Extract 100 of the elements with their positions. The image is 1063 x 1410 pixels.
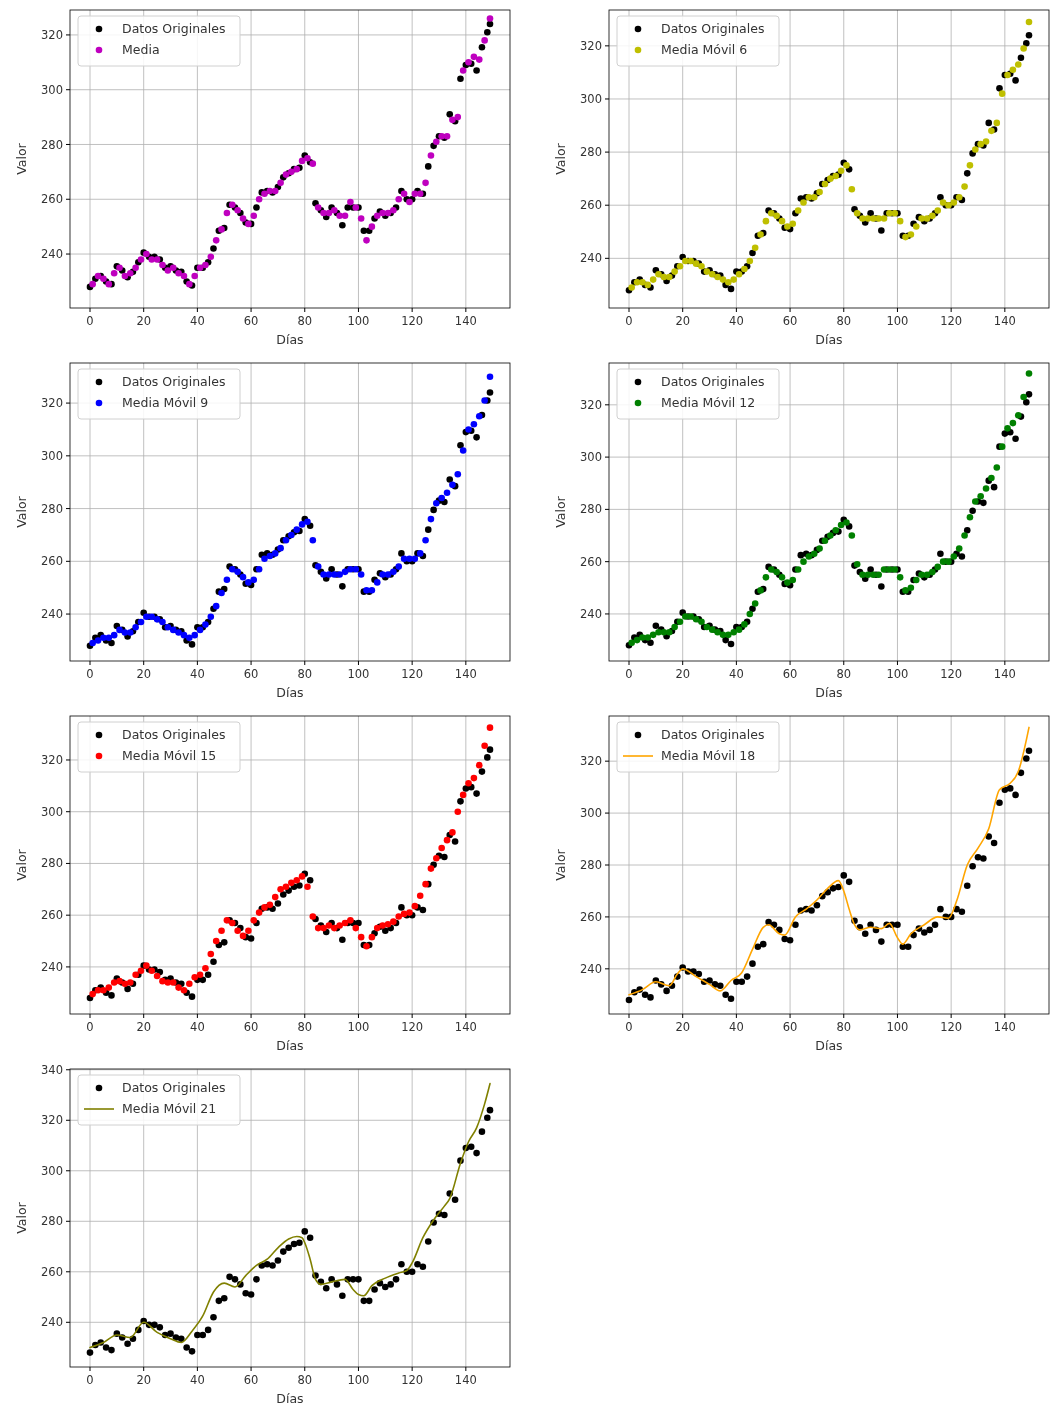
legend-label: Media Móvil 9 <box>122 395 209 411</box>
y-tick-label: 240 <box>580 961 602 976</box>
y-tick-label: 340 <box>41 1062 63 1077</box>
y-axis-title: Valor <box>14 848 29 881</box>
x-tick-label: 40 <box>190 667 205 681</box>
y-tick-label: 320 <box>41 1113 63 1128</box>
y-tick-label: 280 <box>41 856 63 871</box>
legend-label: Datos Originales <box>661 727 765 743</box>
x-tick-label: 80 <box>297 667 313 681</box>
legend-label: Media Móvil 21 <box>122 1101 217 1117</box>
x-tick-label: 140 <box>454 1020 477 1034</box>
legend-label: Media Móvil 6 <box>661 42 748 58</box>
x-axis-title: Días <box>276 1391 304 1406</box>
x-axis-title: Días <box>815 1038 843 1053</box>
y-tick-label: 260 <box>41 908 63 923</box>
x-tick-label: 140 <box>993 667 1016 681</box>
legend-label: Datos Originales <box>122 21 226 37</box>
x-tick-label: 40 <box>190 314 205 328</box>
x-tick-label: 20 <box>136 1020 152 1034</box>
x-tick-label: 20 <box>675 667 691 681</box>
x-tick-label: 20 <box>675 1020 691 1034</box>
y-tick-label: 280 <box>41 137 63 152</box>
x-tick-label: 60 <box>782 314 798 328</box>
legend-label: Media Móvil 18 <box>661 748 756 764</box>
y-tick-label: 300 <box>41 1163 63 1178</box>
x-tick-label: 0 <box>625 1020 633 1034</box>
x-tick-label: 120 <box>940 1020 963 1034</box>
x-tick-label: 100 <box>347 314 370 328</box>
legend-label: Datos Originales <box>661 21 765 37</box>
legend-label: Datos Originales <box>661 374 765 390</box>
y-tick-label: 240 <box>41 607 63 622</box>
legend-label: Datos Originales <box>122 374 226 390</box>
x-tick-label: 0 <box>86 1020 94 1034</box>
x-tick-label: 140 <box>993 314 1016 328</box>
y-tick-label: 260 <box>580 554 602 569</box>
x-tick-label: 0 <box>86 1373 94 1387</box>
y-tick-label: 240 <box>41 247 63 262</box>
y-axis-title: Valor <box>553 495 568 528</box>
y-tick-label: 320 <box>580 754 602 769</box>
y-tick-label: 280 <box>580 502 602 517</box>
y-tick-label: 260 <box>580 909 602 924</box>
x-tick-label: 80 <box>297 1373 313 1387</box>
x-tick-label: 40 <box>729 667 744 681</box>
x-tick-label: 80 <box>836 667 852 681</box>
x-tick-label: 0 <box>86 314 94 328</box>
x-tick-label: 120 <box>940 667 963 681</box>
x-tick-label: 120 <box>401 667 424 681</box>
x-tick-label: 20 <box>136 667 152 681</box>
x-tick-label: 140 <box>454 314 477 328</box>
x-tick-label: 40 <box>729 1020 744 1034</box>
x-axis-title: Días <box>276 332 304 347</box>
y-axis-title: Valor <box>14 495 29 528</box>
x-tick-label: 40 <box>729 314 744 328</box>
x-tick-label: 20 <box>675 314 691 328</box>
x-tick-label: 80 <box>297 314 313 328</box>
x-tick-label: 60 <box>782 1020 798 1034</box>
x-tick-label: 60 <box>243 314 259 328</box>
x-tick-label: 60 <box>782 667 798 681</box>
x-tick-label: 120 <box>401 1373 424 1387</box>
x-tick-label: 0 <box>625 314 633 328</box>
y-tick-label: 320 <box>41 27 63 42</box>
y-tick-label: 300 <box>41 804 63 819</box>
x-tick-label: 120 <box>401 314 424 328</box>
y-tick-label: 280 <box>41 1214 63 1229</box>
y-axis-title: Valor <box>553 848 568 881</box>
x-tick-label: 140 <box>454 667 477 681</box>
x-tick-label: 80 <box>836 1020 852 1034</box>
x-tick-label: 100 <box>347 1373 370 1387</box>
y-tick-label: 240 <box>41 1315 63 1330</box>
x-tick-label: 20 <box>136 314 152 328</box>
y-tick-label: 260 <box>580 198 602 213</box>
x-tick-label: 100 <box>347 1020 370 1034</box>
y-tick-label: 320 <box>41 753 63 767</box>
legend-label: Media Móvil 12 <box>661 395 756 411</box>
y-axis-title: Valor <box>14 1201 29 1234</box>
x-axis-title: Días <box>276 685 304 700</box>
y-tick-label: 300 <box>41 82 63 97</box>
x-tick-label: 80 <box>297 1020 313 1034</box>
x-tick-label: 100 <box>886 1020 909 1034</box>
legend-label: Datos Originales <box>122 1080 226 1096</box>
y-tick-label: 300 <box>580 806 602 821</box>
x-tick-label: 60 <box>243 667 259 681</box>
y-axis-title: Valor <box>14 142 29 175</box>
y-tick-label: 300 <box>580 92 602 106</box>
y-tick-label: 280 <box>41 501 63 516</box>
x-tick-label: 120 <box>401 1020 424 1034</box>
y-tick-label: 240 <box>41 959 63 974</box>
y-tick-label: 240 <box>580 251 602 266</box>
y-tick-label: 320 <box>580 397 602 412</box>
x-tick-label: 40 <box>190 1020 205 1034</box>
legend-label: Media <box>122 42 160 58</box>
y-tick-label: 260 <box>41 1264 63 1279</box>
x-tick-label: 140 <box>454 1373 477 1387</box>
x-tick-label: 60 <box>243 1373 259 1387</box>
y-tick-label: 300 <box>41 448 63 463</box>
x-tick-label: 40 <box>190 1373 205 1387</box>
x-axis-title: Días <box>276 1038 304 1053</box>
x-tick-label: 140 <box>993 1020 1016 1034</box>
x-tick-label: 20 <box>136 1373 152 1387</box>
x-tick-label: 60 <box>243 1020 259 1034</box>
